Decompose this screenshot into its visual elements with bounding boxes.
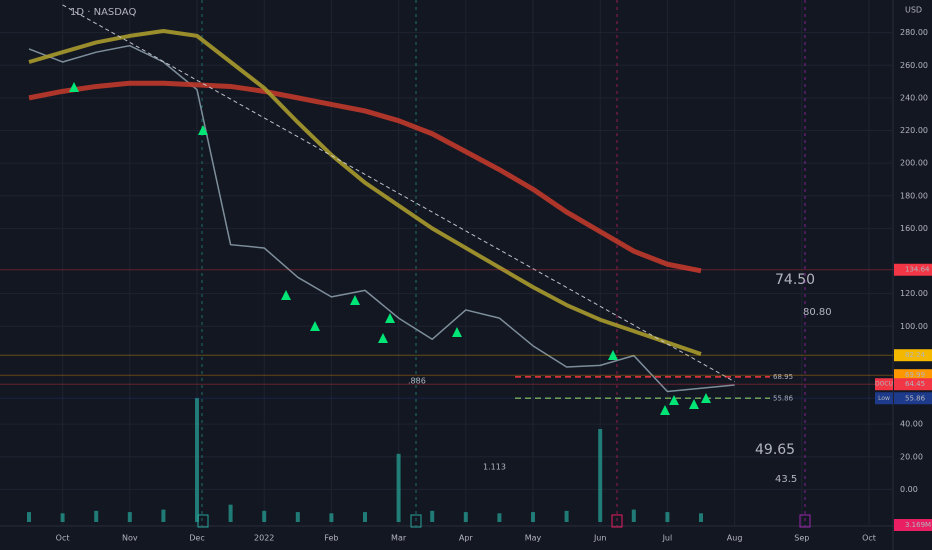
y-tick-label: 240.00 [900,93,928,102]
volume-bar [228,504,233,522]
earnings-marker [410,514,422,528]
volume-bar [699,513,703,522]
currency: USD [905,6,922,15]
annotation: 80.80 [803,307,832,318]
price-tag [894,349,932,362]
volume-bar [94,510,99,522]
signal [689,399,699,409]
signal [198,125,208,135]
x-tick-label: Jun [593,534,607,543]
price-tag-label: 69.99 [905,371,925,379]
price-tag-name-bg [875,392,893,405]
volume-bar [295,512,300,522]
x-tick-label: 2022 [254,534,274,543]
x-tick-label: Aug [727,534,743,543]
chart-title: 1D · NASDAQ [70,7,136,18]
x-tick-label: Feb [324,534,338,543]
x-tick-label: Dec [189,534,204,543]
y-tick-label: 160.00 [900,224,928,233]
signal [281,290,291,300]
price-tag [894,369,932,382]
y-tick-label: 280.00 [900,28,928,37]
volume-bar [195,398,199,522]
x-tick-label: May [525,534,542,543]
series-line [28,44,735,393]
signal [608,350,618,360]
annotation: 74.50 [775,272,815,288]
volume-bar [463,512,468,522]
y-tick-label: 20.00 [900,452,923,461]
x-tick-label: Nov [122,534,138,543]
price-tag-label: 134.64 [905,266,930,274]
y-tick-label: 0.00 [900,485,918,494]
signal [701,393,711,403]
volume-bar [564,510,569,522]
signal [350,295,360,305]
price-tag [894,378,932,391]
x-tick-label: Mar [391,534,407,543]
volume-bar [60,513,65,522]
signal [660,405,670,415]
signal [69,82,79,92]
volume-bar [127,512,132,522]
signal [378,333,388,343]
y-tick-label: 100.00 [900,322,928,331]
volume-bar [363,512,367,522]
x-tick-label: Sep [794,534,809,543]
signal [385,313,395,323]
earnings-marker [611,514,623,528]
price-tag-name: DOCU [875,381,893,388]
buy-signals [69,82,711,415]
signal [669,395,679,405]
price-tag [894,263,932,276]
volume-bar [598,429,603,522]
earnings-marker [799,514,811,528]
volume-tag [894,519,932,531]
volume-bar [262,510,267,522]
volume-bar [631,509,636,522]
price-tag-label: 64.45 [905,380,925,388]
series-line [28,28,702,356]
annotation: 43.5 [775,474,797,485]
y-tick-label: 220.00 [900,126,928,135]
signal [452,327,462,337]
x-tick-label: Jul [662,534,673,543]
volume-bar [161,509,166,522]
level-label: 68.95 [773,373,793,381]
price-tag-name: Low [878,395,890,402]
y-tick-label: 260.00 [900,61,928,70]
x-tick-label: Oct [862,534,876,543]
x-tick-label: Oct [56,534,70,543]
price-tag-name-bg [875,378,893,391]
annotation: 1.113 [483,463,506,472]
volume-bar [497,513,502,522]
price-tag-label: 82.24 [905,351,926,359]
signal [310,321,320,331]
volume-tag-label: 3.169M [905,521,931,529]
annotation: .886 [408,377,426,386]
series-line [28,80,702,274]
y-tick-label: 200.00 [900,159,928,168]
x-tick-label: Apr [459,534,474,543]
y-tick-label: 40.00 [900,420,923,429]
y-tick-label: 120.00 [900,289,928,298]
annotation: 49.65 [755,442,795,458]
volume-bar [396,453,401,522]
volume-bar [531,512,535,522]
volume-bar [27,512,31,522]
price-tag-label: 55.86 [905,394,926,402]
price-tag [894,392,932,405]
volume-bar [430,510,435,522]
volume-bar [329,513,334,522]
y-tick-label: 180.00 [900,191,928,200]
level-label: 55.86 [773,394,794,402]
series-line [62,4,735,383]
volume-bar [665,512,670,522]
